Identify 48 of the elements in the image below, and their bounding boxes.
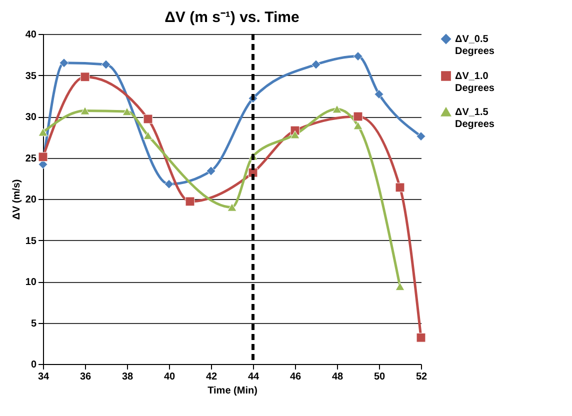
y-tick-label: 30 [25,112,37,123]
x-tick-label: 38 [122,372,134,382]
point [353,52,363,61]
legend-label: ΔV_1.5 Degrees [455,107,495,130]
x-tick-label: 40 [164,372,176,382]
point [416,132,426,142]
x-axis-title: Time (Min) [208,386,258,396]
x-tick-label: 50 [374,372,386,382]
y-tick-label: 25 [25,153,37,164]
y-tick-label: 0 [30,360,37,370]
y-tick-label: 10 [25,277,37,288]
point [206,166,216,176]
chart-title: ΔV (m s⁻¹) vs. Time [164,9,300,26]
x-tick-label: 36 [80,372,92,382]
x-tick-label: 52 [416,372,428,382]
point [80,72,90,82]
point [416,332,426,342]
y-tick-label: 35 [25,70,37,82]
point [353,112,363,122]
y-axis-title: ΔV (m/s) [11,179,22,220]
y-tick-label: 20 [25,194,37,206]
point [374,90,384,99]
legend-label: ΔV_0.5 Degrees [455,34,495,57]
x-tick-label: 42 [206,372,218,382]
point [290,130,300,139]
point [395,282,405,291]
point [80,106,90,115]
point [185,196,195,206]
point [353,121,363,130]
point [122,107,132,116]
x-tick-label: 44 [248,372,260,382]
point [38,128,48,136]
y-tick-label: 5 [30,318,37,330]
point [101,60,111,70]
point [164,179,174,189]
y-tick-label: 15 [25,236,37,247]
point [59,58,69,68]
point [143,131,153,140]
x-tick-label: 46 [290,372,302,382]
legend-label: ΔV_1.0 Degrees [455,71,495,94]
x-tick-label: 48 [332,372,344,382]
point [395,182,405,192]
point [311,60,321,70]
y-tick-label: 40 [25,30,37,40]
x-tick-label: 34 [38,372,50,382]
point [227,203,237,212]
point [332,104,342,114]
point [143,114,153,124]
